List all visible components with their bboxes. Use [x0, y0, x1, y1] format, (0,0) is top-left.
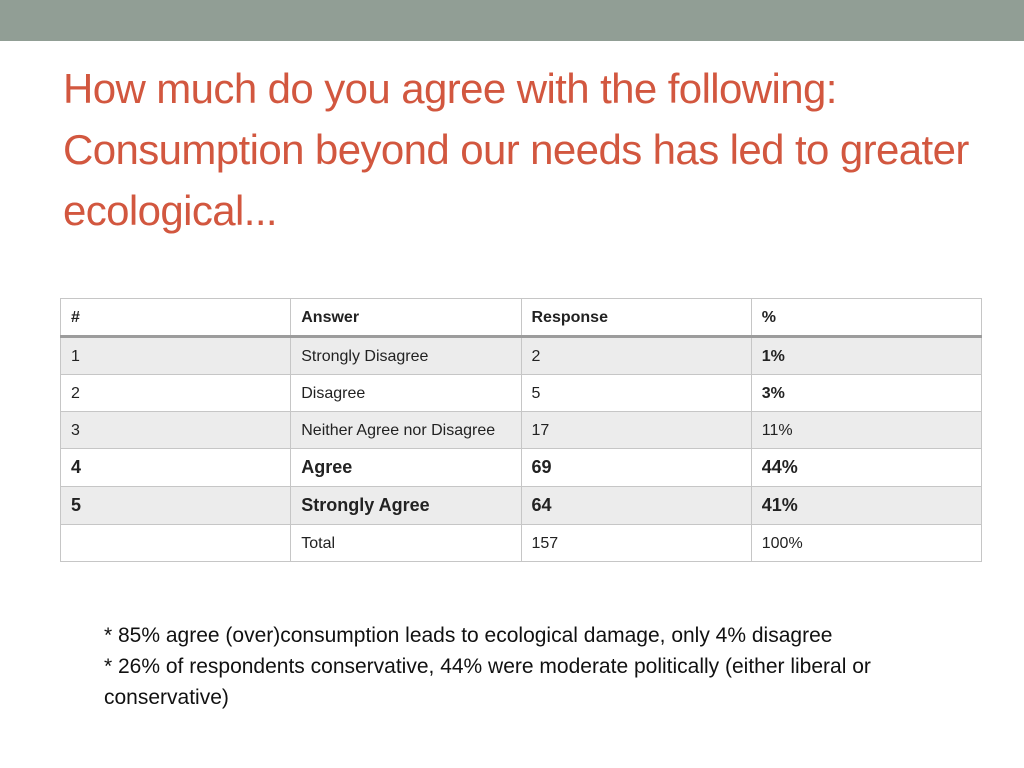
cell-percent: 3% — [750, 374, 983, 412]
table-row: 4 Agree 69 44% — [59, 448, 983, 487]
cell-answer: Total — [290, 524, 522, 562]
table-row: 2 Disagree 5 3% — [59, 374, 983, 412]
cell-response: 2 — [520, 336, 752, 375]
cell-answer: Neither Agree nor Disagree — [290, 411, 522, 449]
cell-answer: Disagree — [290, 374, 522, 412]
cell-response: 64 — [520, 486, 752, 525]
cell-percent: 41% — [750, 486, 983, 525]
cell-percent: 11% — [750, 411, 983, 449]
cell-response: 5 — [520, 374, 752, 412]
cell-percent: 1% — [750, 336, 983, 375]
header-response: Response — [520, 298, 752, 338]
header-number: # — [59, 298, 292, 338]
header-percent: % — [750, 298, 983, 338]
cell-answer: Agree — [290, 448, 522, 487]
note-line: * 26% of respondents conservative, 44% w… — [104, 655, 871, 709]
cell-response: 69 — [520, 448, 752, 487]
cell-number: 3 — [59, 411, 292, 449]
note-line: * 85% agree (over)consumption leads to e… — [104, 624, 833, 647]
cell-number — [59, 524, 292, 562]
slide-title: How much do you agree with the following… — [63, 65, 969, 234]
cell-number: 2 — [59, 374, 292, 412]
notes-text: * 85% agree (over)consumption leads to e… — [104, 620, 884, 713]
table-row-total: Total 157 100% — [59, 524, 983, 562]
cell-number: 1 — [59, 336, 292, 375]
top-accent-bar — [0, 0, 1024, 41]
cell-number: 4 — [59, 448, 292, 487]
header-answer: Answer — [290, 298, 522, 338]
cell-answer: Strongly Agree — [290, 486, 522, 525]
cell-percent: 100% — [750, 524, 983, 562]
table-row: 5 Strongly Agree 64 41% — [59, 486, 983, 525]
cell-percent: 44% — [750, 448, 983, 487]
cell-response: 17 — [520, 411, 752, 449]
table-row: 3 Neither Agree nor Disagree 17 11% — [59, 411, 983, 449]
table-header-row: # Answer Response % — [59, 298, 983, 338]
table-row: 1 Strongly Disagree 2 1% — [59, 336, 983, 375]
cell-answer: Strongly Disagree — [290, 336, 522, 375]
cell-response: 157 — [520, 524, 752, 562]
survey-results-table: # Answer Response % 1 Strongly Disagree … — [59, 298, 983, 562]
cell-number: 5 — [59, 486, 292, 525]
